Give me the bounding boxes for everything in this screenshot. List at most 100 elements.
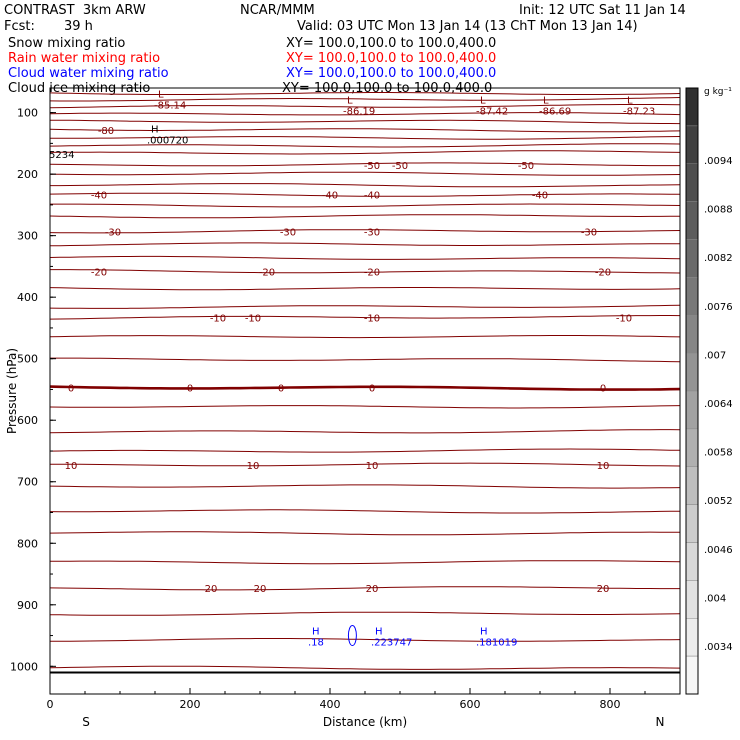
plot-frame xyxy=(49,87,681,695)
y-tick-label: 400 xyxy=(17,291,38,304)
extremum-value: .18 xyxy=(308,637,324,648)
contour-label: -30 xyxy=(364,227,380,238)
colorbar-swatch xyxy=(685,580,699,619)
extremum-value: -86.19 xyxy=(343,107,375,118)
contour-label: -20 xyxy=(259,267,275,278)
contour-line xyxy=(50,136,681,140)
colorbar-swatch xyxy=(685,201,699,240)
colorbar-swatch xyxy=(685,390,699,430)
contour-line xyxy=(49,128,681,133)
contour-label: 10 xyxy=(597,461,610,472)
contour-line xyxy=(50,183,681,188)
colorbar-tick-label: .0076 xyxy=(704,302,733,313)
contour-line xyxy=(49,255,681,260)
colorbar-swatch xyxy=(685,352,699,392)
y-tick-label: 300 xyxy=(17,230,38,243)
contour-line xyxy=(49,112,681,116)
contour-label: -40 xyxy=(322,190,338,201)
contour-line xyxy=(49,531,680,536)
extremum-marker: H xyxy=(480,626,488,637)
colorbar-swatch xyxy=(685,315,699,354)
contour-label: -30 xyxy=(280,227,296,238)
extremum-marker: H xyxy=(375,626,383,637)
contour-line xyxy=(49,405,681,409)
x-tick-label: 800 xyxy=(600,698,621,711)
contour-label: -10 xyxy=(210,313,226,324)
extremum-value: -85.14 xyxy=(154,100,186,111)
colorbar-swatch xyxy=(685,466,699,505)
contour-line xyxy=(49,162,680,167)
cloud-water-contour xyxy=(347,625,357,647)
extremum-marker: H xyxy=(312,626,320,637)
contour-label: -50 xyxy=(518,161,534,172)
y-tick-label: 700 xyxy=(17,476,38,489)
contour-label: 0 xyxy=(278,384,284,395)
contour-line xyxy=(49,242,680,247)
contour-line xyxy=(50,357,681,363)
colorbar-tick-label: .0094 xyxy=(704,156,733,167)
contour-label: -10 xyxy=(616,313,632,324)
contour-label: 20 xyxy=(366,584,379,595)
contour-line xyxy=(49,97,681,102)
contour-label: -30 xyxy=(105,227,121,238)
y-tick-label: 800 xyxy=(17,537,38,550)
y-tick-label: 200 xyxy=(17,168,38,181)
y-axis-label: Pressure (hPa) xyxy=(5,348,19,434)
y-tick-label: 500 xyxy=(17,353,38,366)
field-cloudwater-xy: XY= 100.0,100.0 to 100.0,400.0 xyxy=(286,66,497,81)
extremum-marker: L xyxy=(158,89,164,100)
colorbar-tick-label: .0088 xyxy=(704,205,733,216)
contour-label: 20 xyxy=(205,584,218,595)
colorbar-swatch xyxy=(685,87,699,127)
contour-line xyxy=(49,315,681,320)
colorbar-tick-label: .0046 xyxy=(704,545,733,556)
colorbar-swatch xyxy=(685,125,699,164)
extremum-value: 5234 xyxy=(49,150,74,161)
contour-line xyxy=(49,287,681,291)
x-tick-label: 200 xyxy=(180,698,201,711)
contour-label: -80 xyxy=(98,126,114,137)
field-cloudwater-name: Cloud water mixing ratio xyxy=(8,66,169,81)
contour-label: -40 xyxy=(532,190,548,201)
contour-line xyxy=(49,143,681,148)
field-snow-name: Snow mixing ratio xyxy=(8,36,126,51)
extremum-marker: L xyxy=(627,96,633,107)
colorbar-tick-label: .004 xyxy=(704,593,726,604)
y-tick-label: 100 xyxy=(17,107,38,120)
contour-line xyxy=(49,192,681,197)
y-tick-label: 900 xyxy=(17,599,38,612)
contour-line xyxy=(49,448,681,453)
contour-line xyxy=(50,638,681,642)
colorbar: .0094 .0088 .0082 .0076 .007 .0064 .0058 .0052.… xyxy=(685,87,733,695)
contour-line xyxy=(49,385,681,391)
contour-label: 20 xyxy=(254,584,267,595)
contour-label: -50 xyxy=(392,161,408,172)
contour-line xyxy=(49,104,681,109)
extremum-value: -87.23 xyxy=(623,107,655,118)
contour-line xyxy=(50,203,681,208)
contour-line xyxy=(50,560,681,565)
contour-label: 10 xyxy=(65,461,78,472)
extremum-marker: L xyxy=(480,96,486,107)
colorbar-swatch xyxy=(685,239,699,278)
contour-layer xyxy=(49,92,681,674)
contour-label: 10 xyxy=(247,461,260,472)
fcst-label: Fcst: xyxy=(4,19,35,34)
contour-label: -20 xyxy=(595,267,611,278)
contour-line xyxy=(49,229,681,234)
contour-line xyxy=(49,509,681,514)
x-end-label-north: N xyxy=(656,715,665,729)
extremum-value: -87.42 xyxy=(476,107,508,118)
colorbar-tick-label: .0064 xyxy=(704,399,733,410)
colorbar-unit: g kg⁻¹ xyxy=(704,87,732,97)
x-tick-label: 400 xyxy=(320,698,341,711)
contour-label: 0 xyxy=(187,384,193,395)
contour-label: 0 xyxy=(600,384,606,395)
colorbar-tick-label: .0082 xyxy=(704,253,733,264)
y-tick-label: 1000 xyxy=(10,660,38,673)
contour-label: -40 xyxy=(91,190,107,201)
x-axis-label: Distance (km) xyxy=(323,715,407,729)
valid-time: Valid: 03 UTC Mon 13 Jan 14 (13 ChT Mon … xyxy=(297,19,638,34)
contour-line xyxy=(49,429,681,434)
